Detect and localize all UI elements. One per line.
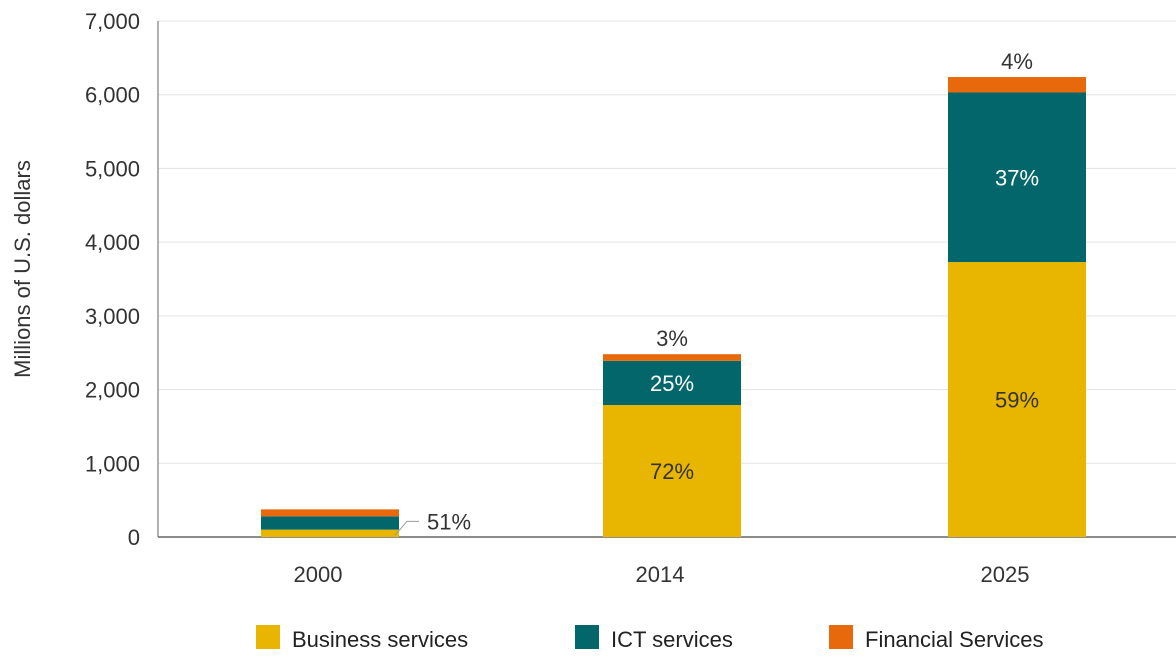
bar-2014-business-services bbox=[603, 405, 741, 537]
legend-swatch bbox=[256, 625, 280, 649]
legend-swatch bbox=[829, 625, 853, 649]
bar-2014-ict-services bbox=[603, 360, 741, 406]
y-tick-label: 4,000 bbox=[85, 230, 140, 255]
y-tick-label: 2,000 bbox=[85, 378, 140, 403]
bar-2000-ict-services bbox=[261, 516, 399, 530]
legend-label: Financial Services bbox=[865, 627, 1044, 652]
bar-2025-financial-services bbox=[948, 77, 1086, 93]
bar-2025-business-services bbox=[948, 262, 1086, 537]
y-tick-label: 5,000 bbox=[85, 156, 140, 181]
data-label: 25% bbox=[650, 371, 694, 396]
x-tick-label: 2025 bbox=[981, 562, 1030, 587]
x-tick-label: 2014 bbox=[636, 562, 685, 587]
y-tick-label: 1,000 bbox=[85, 451, 140, 476]
bar-2000-financial-services bbox=[261, 509, 399, 517]
legend-label: ICT services bbox=[611, 627, 733, 652]
legend-label: Business services bbox=[292, 627, 468, 652]
bar-2025-ict-services bbox=[948, 92, 1086, 263]
legend-swatch bbox=[575, 625, 599, 649]
x-tick-label: 2000 bbox=[294, 562, 343, 587]
bar-2000-business-services bbox=[261, 529, 399, 537]
y-tick-label: 6,000 bbox=[85, 83, 140, 108]
y-tick-label: 7,000 bbox=[85, 9, 140, 34]
data-label: 51% bbox=[427, 509, 471, 534]
y-axis-label: Millions of U.S. dollars bbox=[10, 160, 35, 378]
data-label: 72% bbox=[650, 459, 694, 484]
callout-line bbox=[394, 520, 419, 536]
y-tick-label: 0 bbox=[128, 525, 140, 550]
data-label: 59% bbox=[995, 388, 1039, 413]
data-label: 37% bbox=[995, 165, 1039, 190]
data-label: 4% bbox=[1001, 49, 1033, 74]
y-tick-label: 3,000 bbox=[85, 304, 140, 329]
bar-2014-financial-services bbox=[603, 354, 741, 361]
data-label: 3% bbox=[656, 326, 688, 351]
